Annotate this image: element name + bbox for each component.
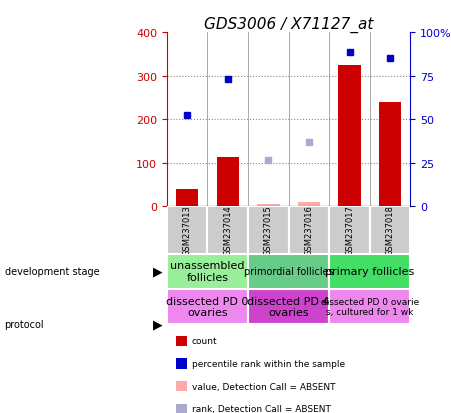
Text: dissected PD 0
ovaries: dissected PD 0 ovaries bbox=[166, 296, 249, 318]
Bar bbox=[329, 206, 370, 254]
Title: GDS3006 / X71127_at: GDS3006 / X71127_at bbox=[204, 17, 373, 33]
Text: GSM237015: GSM237015 bbox=[264, 205, 273, 256]
Text: dissected PD 4
ovaries: dissected PD 4 ovaries bbox=[248, 296, 330, 318]
Text: GSM237016: GSM237016 bbox=[304, 205, 313, 256]
Bar bbox=[216, 157, 239, 206]
Text: count: count bbox=[192, 336, 217, 345]
Bar bbox=[167, 206, 207, 254]
Bar bbox=[248, 206, 289, 254]
Bar bbox=[338, 66, 361, 206]
Text: GSM237017: GSM237017 bbox=[345, 205, 354, 256]
Text: GSM237018: GSM237018 bbox=[386, 205, 395, 256]
Bar bbox=[298, 202, 320, 206]
Text: dissected PD 0 ovarie
s, cultured for 1 wk: dissected PD 0 ovarie s, cultured for 1 … bbox=[321, 297, 419, 316]
Text: GSM237013: GSM237013 bbox=[183, 205, 192, 256]
Text: value, Detection Call = ABSENT: value, Detection Call = ABSENT bbox=[192, 382, 335, 391]
Bar bbox=[248, 254, 329, 289]
Bar bbox=[370, 206, 410, 254]
Text: protocol: protocol bbox=[5, 319, 44, 329]
Text: rank, Detection Call = ABSENT: rank, Detection Call = ABSENT bbox=[192, 404, 331, 413]
Text: GSM237014: GSM237014 bbox=[223, 205, 232, 256]
Text: ▶: ▶ bbox=[153, 318, 163, 331]
Bar bbox=[289, 206, 329, 254]
Bar bbox=[257, 204, 280, 206]
Bar bbox=[207, 206, 248, 254]
Text: percentile rank within the sample: percentile rank within the sample bbox=[192, 359, 345, 368]
Text: primary follicles: primary follicles bbox=[325, 266, 414, 277]
Text: ▶: ▶ bbox=[153, 265, 163, 278]
Text: unassembled
follicles: unassembled follicles bbox=[170, 261, 245, 282]
Bar bbox=[379, 102, 401, 206]
Text: development stage: development stage bbox=[5, 266, 99, 277]
Bar bbox=[176, 189, 198, 206]
Bar bbox=[329, 254, 410, 289]
Text: primordial follicles: primordial follicles bbox=[244, 266, 334, 277]
Bar bbox=[167, 254, 248, 289]
Bar bbox=[248, 289, 329, 324]
Bar bbox=[167, 289, 248, 324]
Bar bbox=[329, 289, 410, 324]
